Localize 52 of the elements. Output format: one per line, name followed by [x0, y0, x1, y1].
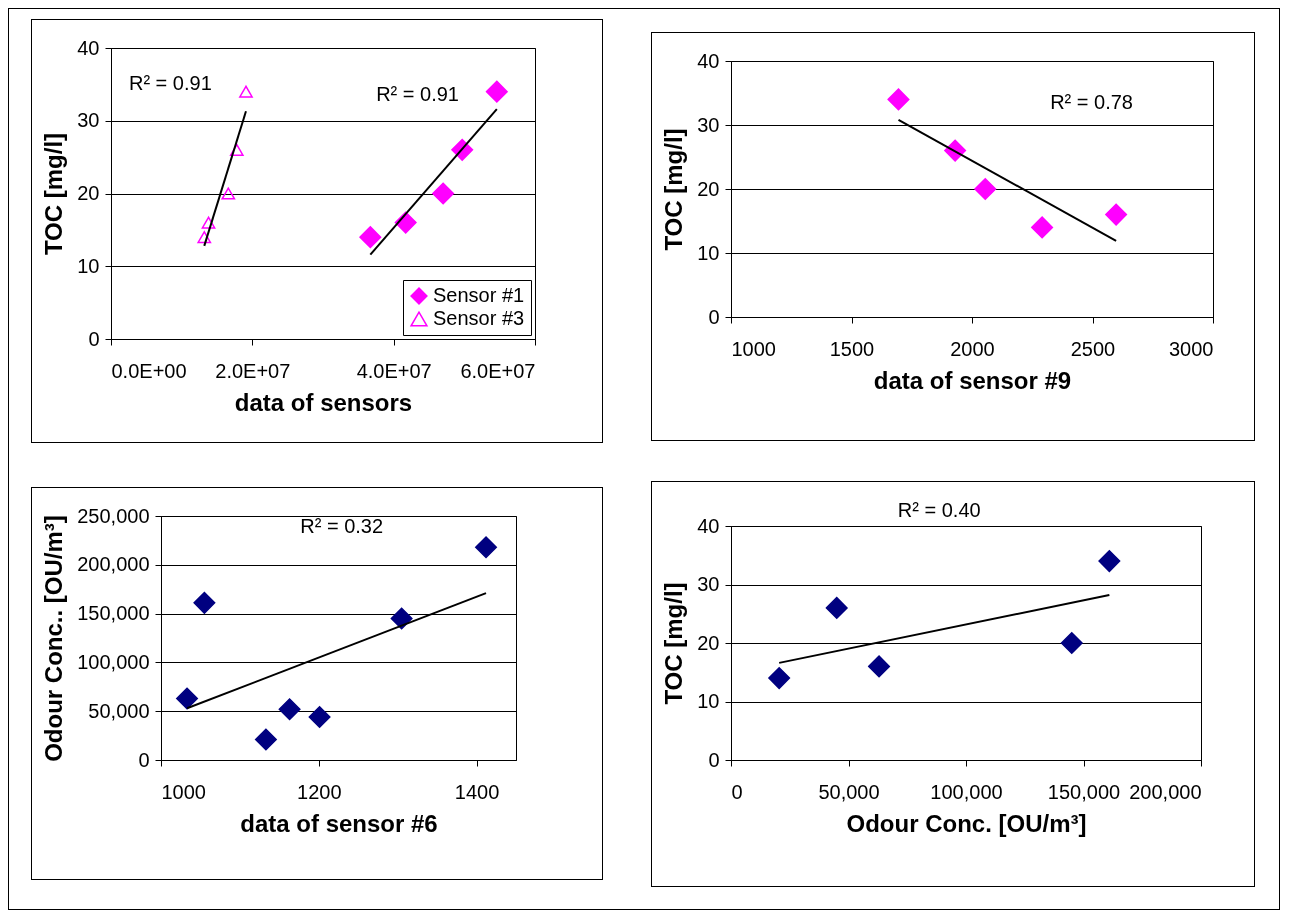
annotation: R² = 0.91 — [376, 83, 459, 106]
y-tick-label: 10 — [697, 690, 720, 712]
annotation: R² = 0.78 — [1050, 91, 1133, 114]
x-tick-label: 3000 — [1169, 337, 1214, 360]
x-tick-label: 1500 — [829, 337, 875, 360]
y-tick-label: 20 — [697, 631, 720, 654]
y-tick-label: 10 — [697, 241, 720, 264]
y-tick-label: 200,000 — [77, 553, 150, 576]
x-tick-label: 150,000 — [1047, 780, 1121, 803]
x-tick-label: 100,000 — [930, 780, 1003, 803]
x-tick-label: 2500 — [1070, 337, 1116, 360]
y-axis-title: TOC [mg/l] — [40, 132, 68, 256]
x-tick-label: 2000 — [950, 337, 995, 360]
annotation: R² = 0.91 — [128, 72, 212, 95]
y-tick-label: 30 — [697, 573, 720, 595]
y-tick-label: 0 — [708, 305, 720, 328]
x-tick-label: 200,000 — [1129, 780, 1202, 803]
x-tick-label: 1400 — [454, 780, 500, 803]
y-tick-label: 20 — [77, 182, 100, 204]
x-axis-title: data of sensor #9 — [873, 366, 1072, 394]
y-axis-title: TOC [mg/l] — [660, 128, 688, 251]
y-tick-label: 50,000 — [88, 699, 150, 722]
legend-label: Sensor #1 — [433, 284, 525, 306]
x-tick-label: 1000 — [731, 337, 776, 360]
x-tick-label: 0 — [731, 780, 743, 803]
y-tick-label: 150,000 — [77, 602, 150, 625]
y-tick-label: 30 — [697, 113, 720, 136]
y-axis-title: TOC [mg/l] — [660, 582, 688, 705]
y-tick-label: 40 — [697, 514, 720, 537]
x-tick-label: 1000 — [161, 780, 206, 803]
x-tick-label: 50,000 — [818, 780, 880, 803]
y-tick-label: 10 — [77, 254, 100, 277]
annotation: R² = 0.32 — [300, 514, 384, 537]
y-tick-label: 100,000 — [77, 650, 150, 673]
y-axis-title: Odour Conc.. [OU/m³] — [40, 515, 68, 762]
legend-label: Sensor #3 — [433, 307, 525, 329]
x-axis-title: Odour Conc. [OU/m³] — [846, 809, 1087, 837]
text: R² = 0.40 — [897, 498, 981, 521]
y-tick-label: 40 — [697, 49, 720, 72]
y-tick-label: 0 — [708, 748, 720, 771]
y-tick-label: 20 — [697, 177, 720, 200]
x-tick-label: 2.0E+07 — [215, 359, 291, 382]
x-axis-title: data of sensors — [234, 388, 413, 416]
x-tick-label: 4.0E+07 — [356, 359, 432, 382]
x-axis-title: data of sensor #6 — [240, 809, 438, 837]
x-tick-label: 6.0E+07 — [460, 359, 536, 382]
x-tick-label: 0.0E+00 — [111, 359, 187, 382]
y-tick-label: 40 — [77, 36, 100, 59]
y-tick-label: 0 — [138, 748, 150, 771]
y-tick-label: 250,000 — [77, 504, 150, 527]
y-tick-label: 30 — [77, 109, 100, 132]
x-tick-label: 1200 — [297, 780, 342, 803]
